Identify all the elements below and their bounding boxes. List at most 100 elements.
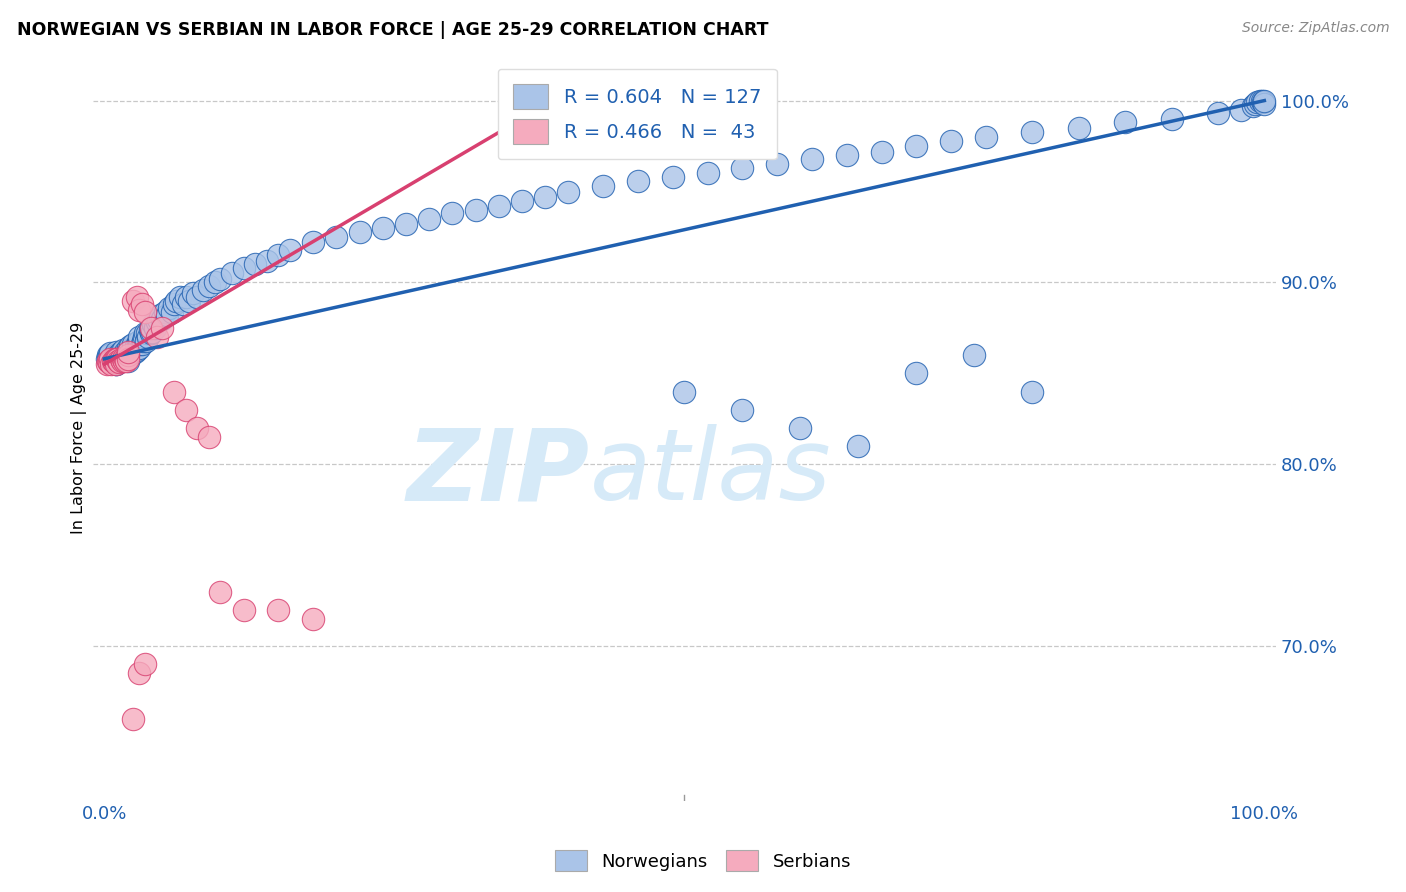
Point bbox=[191, 283, 214, 297]
Point bbox=[371, 220, 394, 235]
Point bbox=[441, 206, 464, 220]
Point bbox=[114, 351, 136, 366]
Point bbox=[152, 311, 174, 326]
Point bbox=[1246, 95, 1268, 110]
Point bbox=[941, 134, 963, 148]
Point bbox=[134, 326, 156, 341]
Point bbox=[766, 157, 789, 171]
Point bbox=[104, 357, 127, 371]
Point bbox=[104, 351, 127, 366]
Point bbox=[662, 169, 685, 184]
Point bbox=[153, 304, 176, 318]
Point bbox=[198, 430, 221, 444]
Point bbox=[325, 230, 347, 244]
Point bbox=[557, 185, 579, 199]
Text: ZIP: ZIP bbox=[406, 424, 589, 521]
Point bbox=[118, 339, 141, 353]
Point bbox=[198, 279, 221, 293]
Point bbox=[134, 304, 156, 318]
Point bbox=[142, 317, 165, 331]
Point bbox=[156, 308, 179, 322]
Point bbox=[128, 666, 150, 681]
Point bbox=[141, 325, 163, 339]
Point bbox=[139, 321, 162, 335]
Point bbox=[245, 257, 267, 271]
Point bbox=[104, 348, 127, 362]
Point bbox=[125, 290, 148, 304]
Point bbox=[145, 321, 167, 335]
Point bbox=[122, 293, 145, 308]
Point bbox=[97, 348, 120, 362]
Point bbox=[177, 293, 200, 308]
Point bbox=[673, 384, 696, 399]
Legend: Norwegians, Serbians: Norwegians, Serbians bbox=[547, 843, 859, 879]
Point bbox=[181, 286, 204, 301]
Point bbox=[104, 357, 127, 371]
Point bbox=[128, 334, 150, 348]
Point bbox=[174, 402, 197, 417]
Point bbox=[835, 148, 858, 162]
Point bbox=[592, 179, 614, 194]
Point bbox=[125, 343, 148, 357]
Point bbox=[1021, 124, 1043, 138]
Point bbox=[464, 202, 486, 217]
Point bbox=[115, 348, 138, 362]
Point bbox=[905, 139, 928, 153]
Point bbox=[801, 152, 824, 166]
Point bbox=[136, 326, 159, 341]
Point bbox=[905, 367, 928, 381]
Point bbox=[132, 330, 155, 344]
Point bbox=[98, 346, 121, 360]
Text: Source: ZipAtlas.com: Source: ZipAtlas.com bbox=[1241, 21, 1389, 36]
Point bbox=[395, 217, 418, 231]
Point bbox=[349, 225, 371, 239]
Point bbox=[232, 260, 254, 275]
Point bbox=[117, 353, 139, 368]
Point bbox=[128, 302, 150, 317]
Point bbox=[302, 612, 325, 626]
Point bbox=[789, 421, 811, 435]
Point bbox=[1021, 384, 1043, 399]
Point bbox=[302, 235, 325, 250]
Point bbox=[1253, 97, 1275, 112]
Point bbox=[108, 355, 131, 369]
Point bbox=[100, 351, 122, 366]
Point bbox=[488, 199, 510, 213]
Point bbox=[111, 348, 134, 362]
Point bbox=[139, 321, 162, 335]
Point bbox=[104, 351, 127, 366]
Point bbox=[117, 344, 139, 359]
Point bbox=[124, 344, 146, 359]
Point bbox=[131, 297, 153, 311]
Point bbox=[963, 348, 986, 362]
Point bbox=[209, 272, 232, 286]
Point bbox=[848, 439, 870, 453]
Point bbox=[111, 343, 134, 357]
Point bbox=[418, 211, 440, 226]
Point bbox=[97, 353, 120, 368]
Point bbox=[120, 348, 142, 362]
Point bbox=[103, 355, 125, 369]
Legend: R = 0.604   N = 127, R = 0.466   N =  43: R = 0.604 N = 127, R = 0.466 N = 43 bbox=[498, 69, 776, 160]
Point bbox=[104, 351, 127, 366]
Point bbox=[111, 351, 134, 366]
Point bbox=[96, 357, 118, 371]
Point bbox=[131, 334, 153, 348]
Point bbox=[1251, 94, 1274, 108]
Point bbox=[169, 290, 191, 304]
Point bbox=[145, 315, 167, 329]
Point bbox=[974, 130, 997, 145]
Point bbox=[204, 276, 226, 290]
Point bbox=[1249, 94, 1271, 108]
Point bbox=[98, 355, 121, 369]
Point bbox=[104, 357, 127, 371]
Point bbox=[100, 357, 122, 371]
Point bbox=[149, 308, 172, 322]
Point bbox=[122, 341, 145, 355]
Point bbox=[731, 161, 754, 175]
Point bbox=[117, 348, 139, 362]
Point bbox=[111, 353, 134, 368]
Point bbox=[221, 266, 243, 280]
Point bbox=[1114, 115, 1136, 129]
Point bbox=[152, 321, 174, 335]
